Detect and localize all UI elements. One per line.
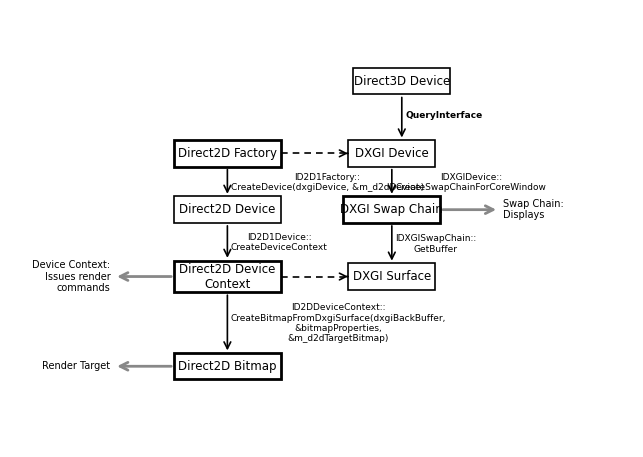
FancyBboxPatch shape xyxy=(349,263,435,290)
Text: QueryInterface: QueryInterface xyxy=(405,111,482,120)
FancyBboxPatch shape xyxy=(174,197,281,223)
Text: IDXGIDevice::
CreateSwapChainForCoreWindow: IDXGIDevice:: CreateSwapChainForCoreWind… xyxy=(395,173,546,192)
Text: Direct2D Device: Direct2D Device xyxy=(179,203,276,216)
Text: ID2DDeviceContext::
CreateBitmapFromDxgiSurface(dxgiBackBuffer,
&bitmapPropertie: ID2DDeviceContext:: CreateBitmapFromDxgi… xyxy=(231,303,446,343)
Text: Render Target: Render Target xyxy=(42,361,111,371)
FancyBboxPatch shape xyxy=(174,140,281,166)
Text: DXGI Surface: DXGI Surface xyxy=(353,270,431,283)
Text: Direct2D Bitmap: Direct2D Bitmap xyxy=(178,360,276,373)
Text: Direct2D Factory: Direct2D Factory xyxy=(178,147,277,160)
Text: DXGI Device: DXGI Device xyxy=(355,147,429,160)
Text: DXGI Swap Chain: DXGI Swap Chain xyxy=(340,203,443,216)
FancyBboxPatch shape xyxy=(343,197,440,223)
Text: ID2D1Device::
CreateDeviceContext: ID2D1Device:: CreateDeviceContext xyxy=(231,233,328,252)
Text: ID2D1Factory::
CreateDevice(dxgiDevice, &m_d2dDevice): ID2D1Factory:: CreateDevice(dxgiDevice, … xyxy=(231,173,424,192)
FancyBboxPatch shape xyxy=(174,353,281,379)
Text: Swap Chain:
Displays: Swap Chain: Displays xyxy=(503,199,564,220)
Text: Device Context:
Issues render
commands: Device Context: Issues render commands xyxy=(32,260,111,293)
FancyBboxPatch shape xyxy=(353,68,450,95)
Text: IDXGISwapChain::
GetBuffer: IDXGISwapChain:: GetBuffer xyxy=(395,234,476,254)
FancyBboxPatch shape xyxy=(174,260,281,292)
Text: Direct3D Device: Direct3D Device xyxy=(354,75,450,88)
FancyBboxPatch shape xyxy=(349,140,435,166)
Text: Direct2D Device
Context: Direct2D Device Context xyxy=(179,262,276,291)
